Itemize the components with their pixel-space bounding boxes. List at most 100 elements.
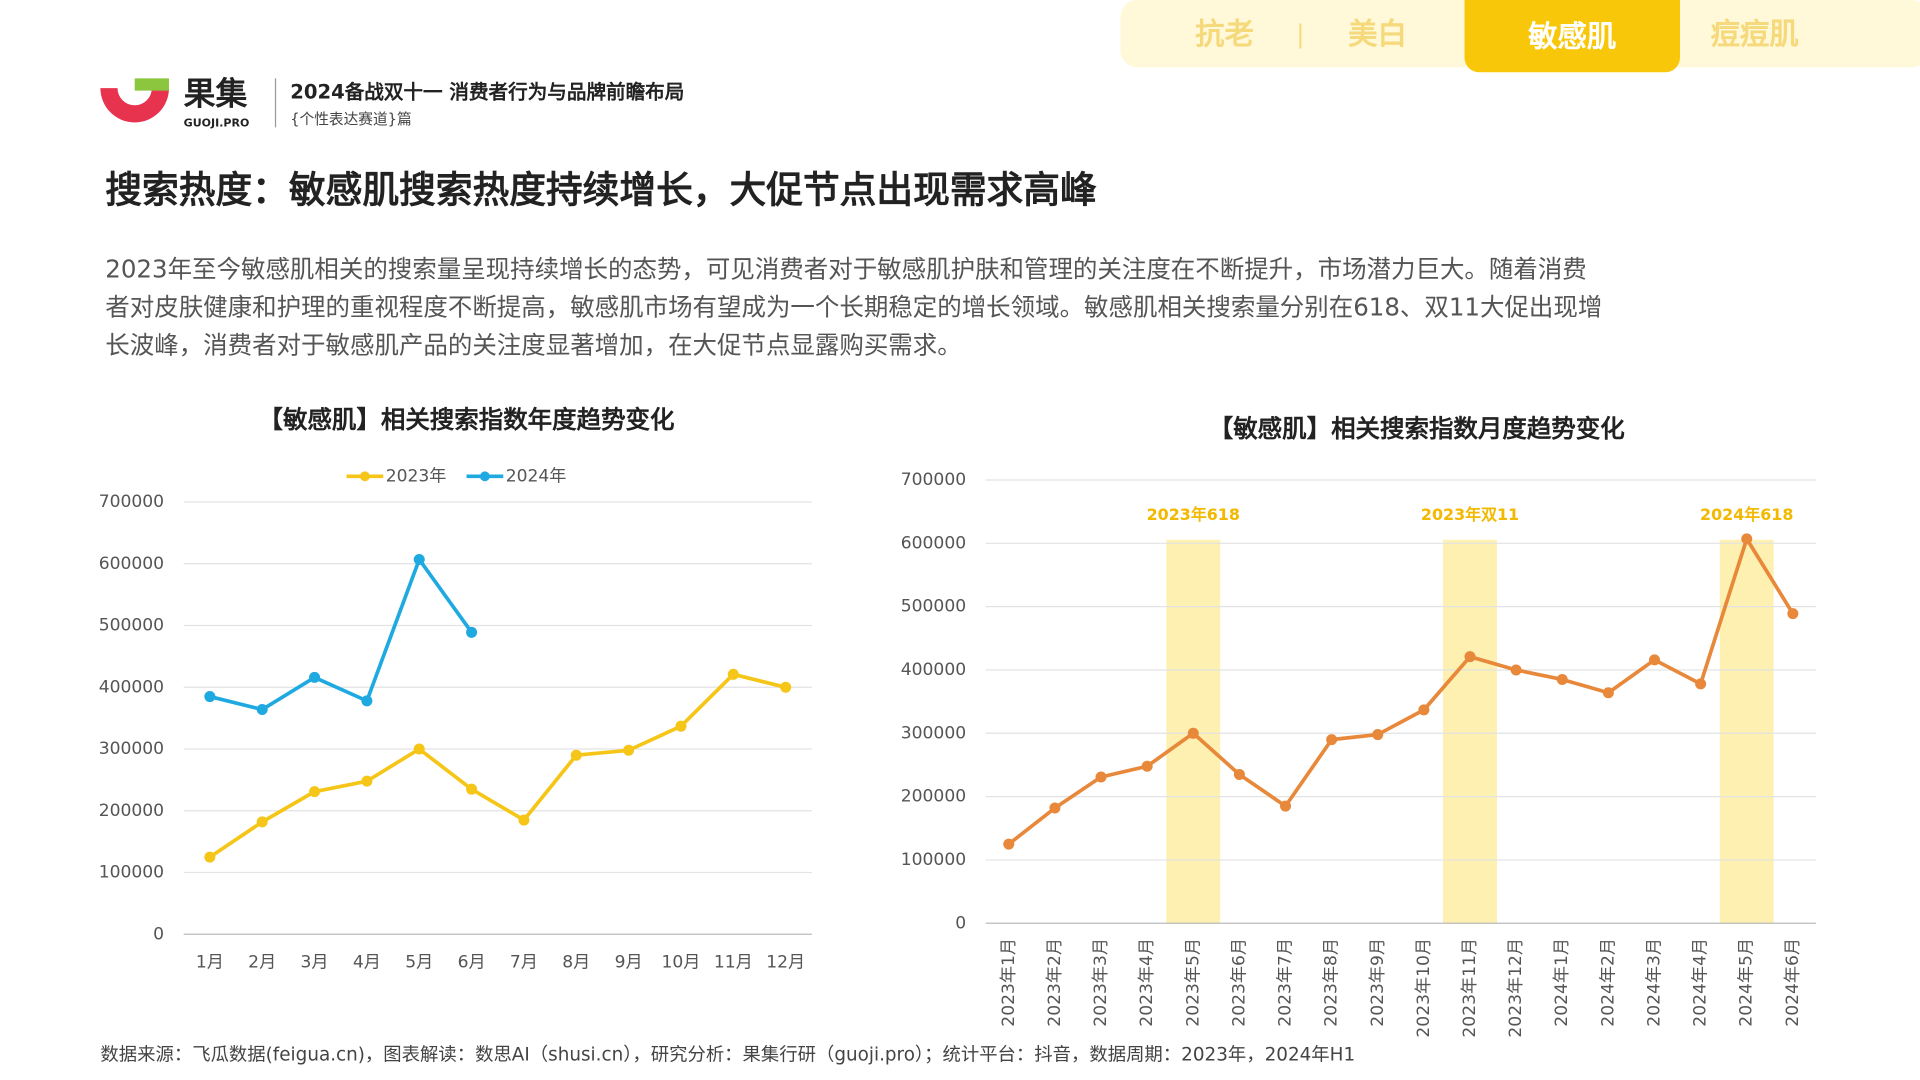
legend-marker (480, 471, 490, 482)
data-point (1141, 760, 1153, 772)
data-point (1464, 651, 1476, 663)
y-tick-label: 700000 (901, 470, 966, 490)
x-tick-label: 2023年12月 (1506, 938, 1526, 1038)
y-tick-label: 700000 (99, 492, 164, 512)
data-point (256, 816, 268, 828)
data-point (570, 749, 582, 761)
data-point (309, 786, 321, 798)
highlight-label: 2023年双11 (1421, 505, 1519, 524)
data-point (1556, 673, 1568, 685)
data-point (204, 691, 216, 703)
x-tick-label: 6月 (458, 952, 486, 972)
data-point (1602, 687, 1614, 699)
x-tick-label: 11月 (714, 952, 753, 972)
x-tick-label: 2024年1月 (1552, 938, 1572, 1027)
data-point (623, 744, 635, 756)
tab[interactable]: 美白 (1348, 17, 1407, 51)
x-tick-label: 8月 (562, 952, 590, 972)
data-point (466, 783, 478, 795)
y-tick-label: 200000 (901, 787, 966, 807)
tab[interactable]: 痘痘肌 (1711, 17, 1799, 51)
chart-title: 【敏感肌】相关搜索指数月度趋势变化 (1209, 414, 1625, 443)
y-tick-label: 600000 (901, 533, 966, 553)
y-tick-label: 400000 (99, 677, 164, 697)
brand-sub: GUOJI.PRO (184, 117, 250, 130)
highlight-label: 2024年618 (1700, 505, 1793, 524)
brand: 果集 (184, 75, 248, 113)
tab-separator: | (1296, 20, 1304, 49)
data-point (204, 851, 216, 863)
x-tick-label: 2024年5月 (1737, 938, 1757, 1027)
data-point (727, 668, 739, 680)
y-tick-label: 0 (153, 924, 164, 944)
highlight-label: 2023年618 (1147, 505, 1240, 524)
y-tick-label: 300000 (99, 739, 164, 759)
data-point (1418, 704, 1430, 716)
x-tick-label: 2023年11月 (1460, 938, 1480, 1038)
x-tick-label: 12月 (766, 952, 805, 972)
data-point (1003, 838, 1015, 850)
y-tick-label: 100000 (99, 863, 164, 883)
data-point (1787, 608, 1799, 620)
data-point (1280, 800, 1292, 812)
report-title: 2024备战双十一 消费者行为与品牌前瞻布局 (290, 81, 684, 104)
chart-title: 【敏感肌】相关搜索指数年度趋势变化 (259, 405, 675, 434)
x-tick-label: 2023年10月 (1414, 938, 1434, 1038)
data-point (1372, 729, 1384, 741)
x-tick-label: 2023年5月 (1183, 938, 1203, 1027)
data-point (256, 704, 268, 716)
x-tick-label: 2023年3月 (1091, 938, 1111, 1027)
x-tick-label: 2024年4月 (1691, 938, 1711, 1027)
x-tick-label: 7月 (510, 952, 538, 972)
data-point (518, 814, 530, 826)
y-tick-label: 600000 (99, 554, 164, 574)
tab-active-bg (1464, 0, 1680, 73)
data-point (466, 626, 478, 638)
legend-label: 2023年 (386, 466, 447, 486)
data-point (413, 553, 425, 565)
y-tick-label: 0 (955, 913, 966, 933)
footer: 数据来源：飞瓜数据(feigua.cn)，图表解读：数思AI（shusi.cn）… (100, 1045, 1355, 1066)
x-tick-label: 2023年8月 (1322, 938, 1342, 1027)
x-tick-label: 10月 (662, 952, 701, 972)
data-point (1326, 734, 1338, 746)
x-tick-label: 1月 (196, 952, 224, 972)
x-tick-label: 2024年3月 (1644, 938, 1664, 1027)
y-tick-label: 300000 (901, 723, 966, 743)
data-point (361, 695, 373, 707)
data-point (1233, 768, 1245, 780)
y-tick-label: 400000 (901, 660, 966, 680)
data-point (780, 681, 792, 693)
slide-title: 搜索热度：敏感肌搜索热度持续增长，大促节点出现需求高峰 (105, 169, 1097, 212)
y-tick-label: 200000 (99, 801, 164, 821)
x-tick-label: 2月 (248, 952, 276, 972)
legend-label: 2024年 (506, 466, 567, 486)
body-line: 2023年至今敏感肌相关的搜索量呈现持续增长的态势，可见消费者对于敏感肌护肤和管… (105, 255, 1586, 284)
tab[interactable]: 敏感肌 (1528, 19, 1616, 53)
data-point (1187, 727, 1199, 739)
series-line (1007, 537, 1795, 846)
series-line (209, 557, 474, 712)
y-tick-label: 100000 (901, 850, 966, 870)
legend-marker (360, 471, 370, 482)
x-tick-label: 2024年2月 (1598, 938, 1618, 1027)
y-tick-label: 500000 (901, 597, 966, 617)
x-tick-label: 2023年4月 (1137, 938, 1157, 1027)
y-tick-label: 500000 (99, 616, 164, 636)
x-tick-label: 4月 (353, 952, 381, 972)
data-point (413, 743, 425, 755)
data-point (309, 671, 321, 683)
tab[interactable]: 抗老 (1195, 17, 1254, 51)
x-tick-label: 2023年1月 (999, 938, 1019, 1027)
data-point (361, 775, 373, 787)
series-line (208, 672, 787, 859)
highlight-band (1443, 539, 1497, 924)
x-tick-label: 2024年6月 (1783, 938, 1803, 1027)
x-tick-label: 2023年6月 (1229, 938, 1249, 1027)
data-point (1049, 802, 1061, 814)
data-point (1695, 678, 1707, 690)
data-point (1648, 654, 1660, 666)
data-point (1741, 533, 1753, 545)
x-tick-label: 5月 (405, 952, 433, 972)
